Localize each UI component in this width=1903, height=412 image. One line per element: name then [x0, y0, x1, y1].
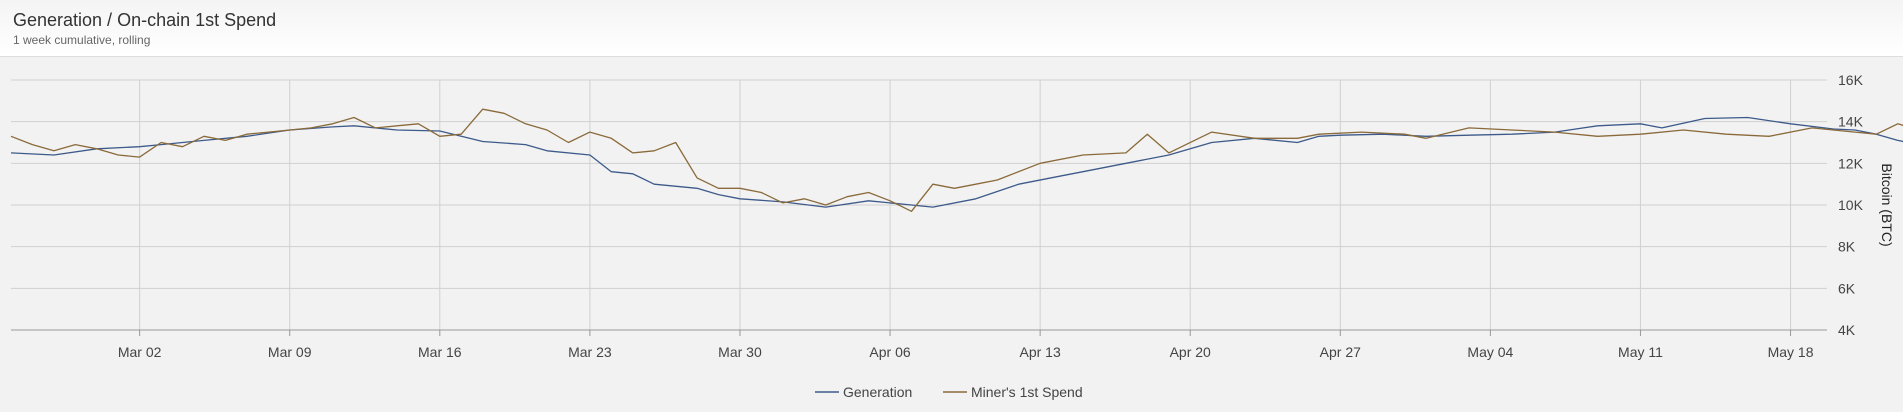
x-tick-label: Mar 02: [118, 344, 162, 360]
y-axis-label: Bitcoin (BTC): [1879, 163, 1895, 246]
x-tick-label: Mar 23: [568, 344, 612, 360]
series-line-miners-1st-spend: [10, 108, 1903, 212]
grid-lines: [11, 79, 1827, 336]
x-tick-label: Apr 06: [869, 344, 910, 360]
x-tick-label: May 11: [1618, 344, 1663, 360]
x-tick-label: Apr 20: [1170, 344, 1211, 360]
chart-title: Generation / On-chain 1st Spend: [13, 10, 277, 30]
x-tick-label: Apr 13: [1020, 344, 1061, 360]
y-tick-label: 6K: [1838, 280, 1856, 296]
x-tick-label: May 04: [1467, 344, 1513, 360]
legend: Generation Miner's 1st Spend: [815, 384, 1083, 400]
y-tick-label: 8K: [1838, 239, 1856, 255]
x-axis-ticks: Mar 02 Mar 09 Mar 16 Mar 23 Mar 30 Apr 06 Apr …: [118, 344, 1814, 360]
legend-item-miners-1st-spend[interactable]: Miner's 1st Spend: [943, 384, 1083, 400]
y-axis-ticks: 4K 6K 8K 10K 12K 14K 16K: [1838, 72, 1864, 338]
x-tick-label: Mar 09: [268, 344, 312, 360]
legend-label: Generation: [843, 384, 912, 400]
chart-subtitle: 1 week cumulative, rolling: [13, 33, 151, 47]
y-tick-label: 16K: [1838, 72, 1864, 88]
series-lines: [10, 108, 1903, 212]
x-tick-label: Mar 30: [718, 344, 762, 360]
legend-item-generation[interactable]: Generation: [815, 384, 912, 400]
x-tick-label: Apr 27: [1320, 344, 1361, 360]
x-tick-label: Mar 16: [418, 344, 462, 360]
y-tick-label: 4K: [1838, 322, 1856, 338]
y-tick-label: 10K: [1838, 197, 1864, 213]
chart-header: Generation / On-chain 1st Spend 1 week c…: [0, 0, 1903, 57]
y-tick-label: 12K: [1838, 155, 1864, 171]
series-line-generation: [10, 116, 1903, 208]
y-tick-label: 14K: [1838, 114, 1864, 130]
legend-label: Miner's 1st Spend: [971, 384, 1083, 400]
x-tick-label: May 18: [1768, 344, 1814, 360]
